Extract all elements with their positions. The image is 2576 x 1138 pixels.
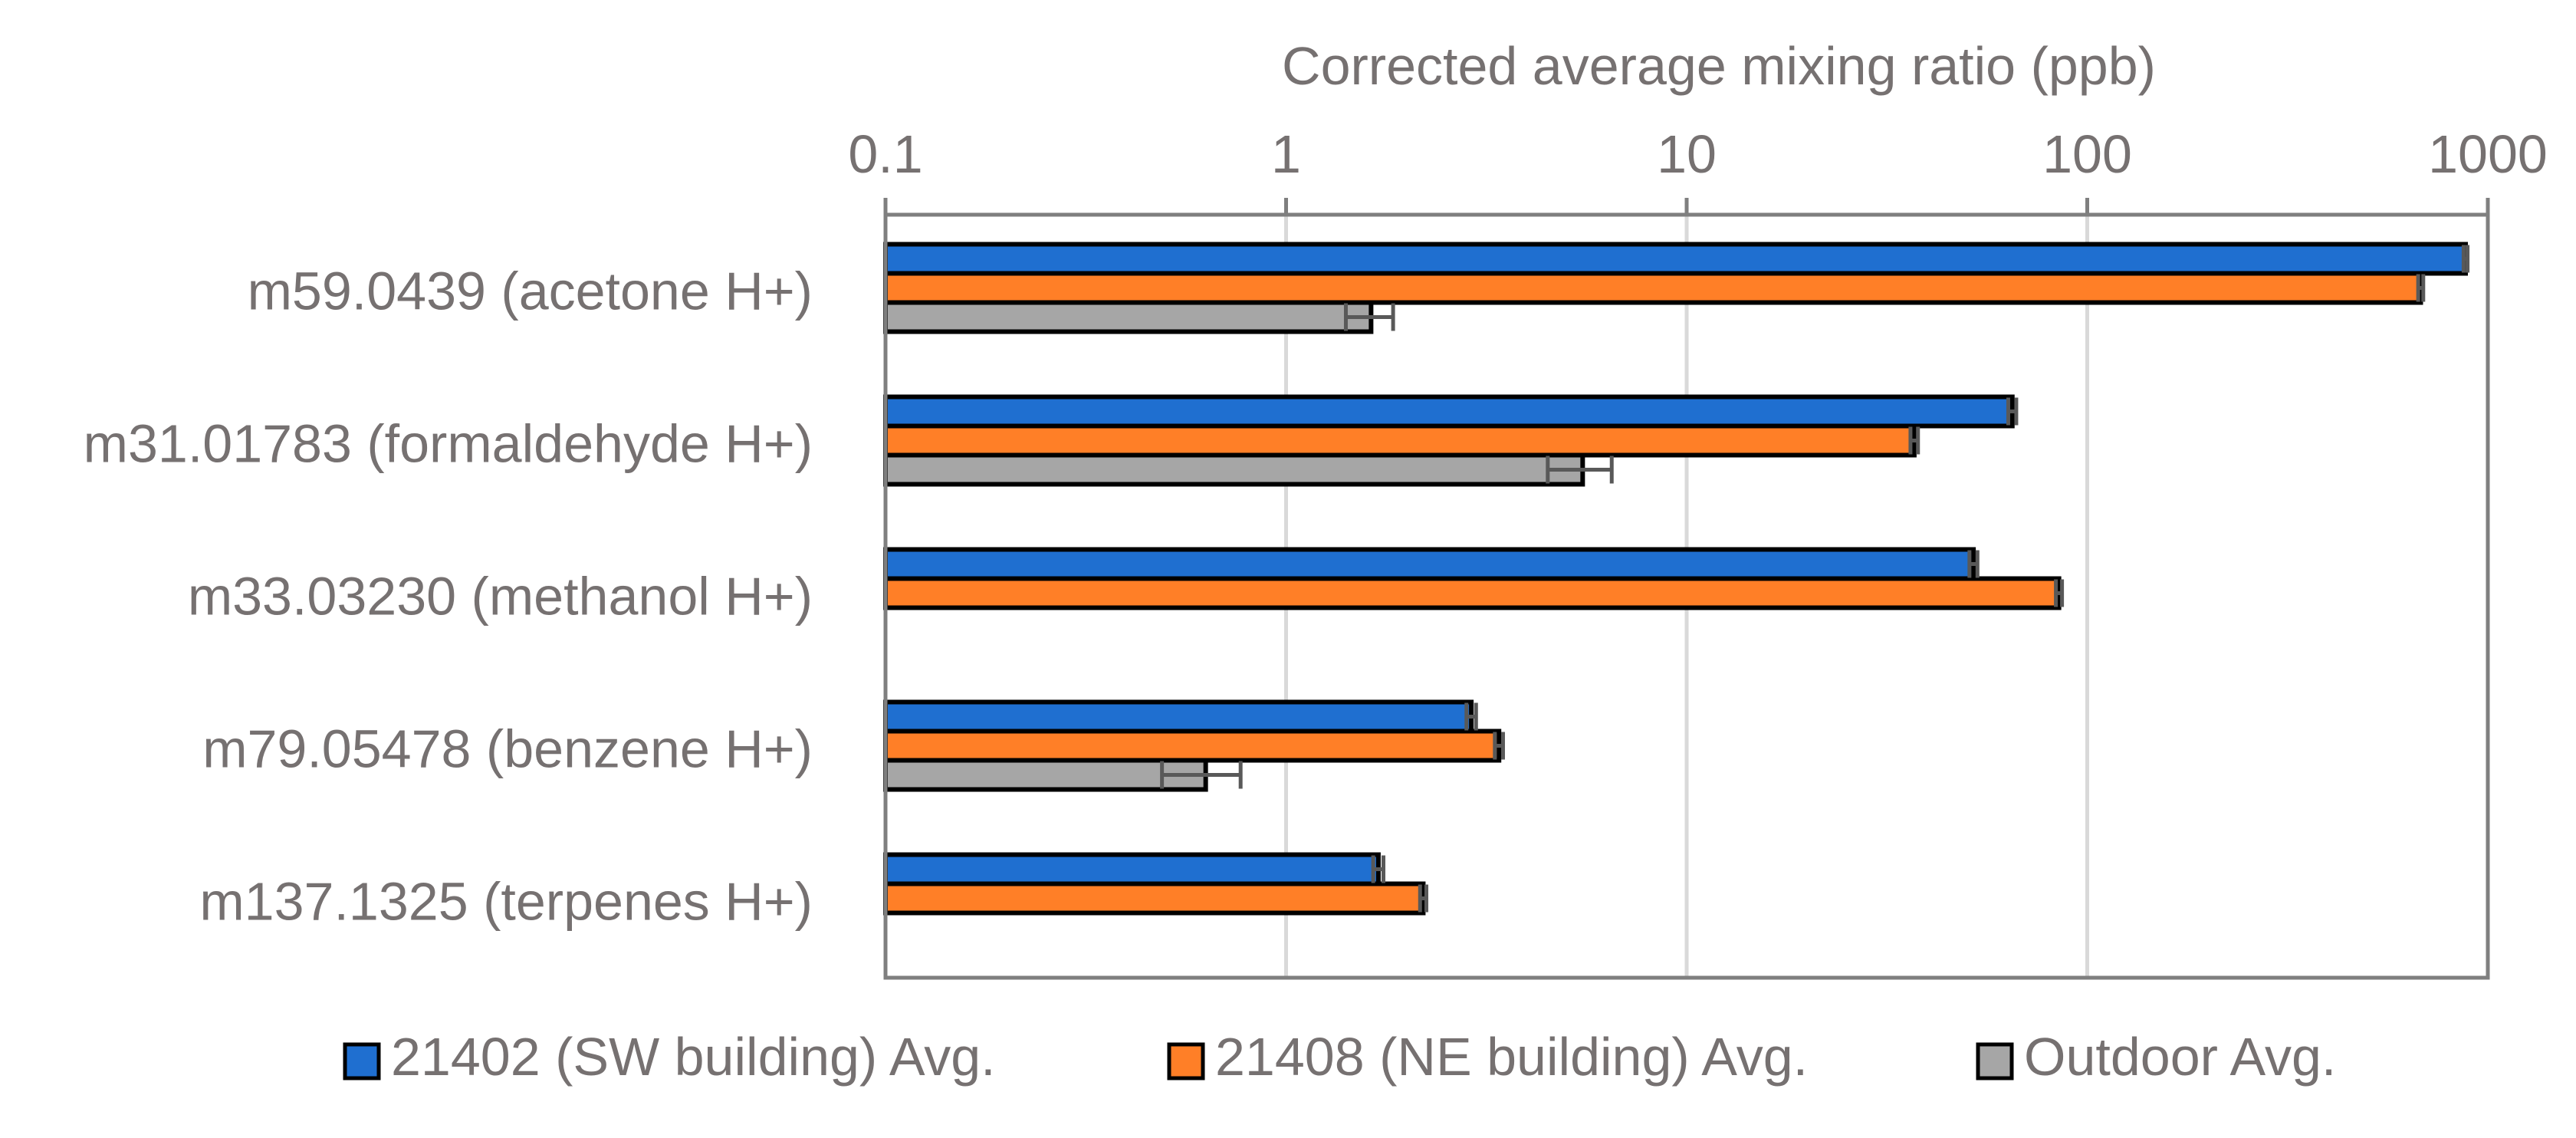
x-axis-title: Corrected average mixing ratio (ppb) <box>1282 36 2156 96</box>
x-tick-label: 1 <box>1271 124 1301 184</box>
error-bars <box>1160 245 2470 913</box>
x-tick-labels: 0.1 1 10 100 1000 <box>848 124 2548 184</box>
category-label: m137.1325 (terpenes H+) <box>199 872 813 932</box>
bar <box>883 547 1976 581</box>
legend-label: 21408 (NE building) Avg. <box>1215 1027 1808 1087</box>
bar <box>883 242 2468 276</box>
category-labels: m59.0439 (acetone H+) m31.01783 (formalde… <box>84 261 813 932</box>
legend-swatch <box>343 1042 381 1080</box>
x-tick-label: 1000 <box>2428 124 2548 184</box>
category-label: m31.01783 (formaldehyde H+) <box>84 414 813 474</box>
bar <box>883 300 1374 334</box>
x-tick-label: 100 <box>2042 124 2132 184</box>
bar <box>883 576 2062 610</box>
category-label: m79.05478 (benzene H+) <box>202 719 813 779</box>
plot-border <box>883 212 2490 980</box>
bar <box>883 852 1381 886</box>
legend-swatch <box>1976 1042 2014 1080</box>
plot-frame <box>883 212 2490 980</box>
bar <box>883 423 1917 458</box>
legend-swatch <box>1167 1042 1205 1080</box>
bar <box>883 452 1585 487</box>
legend: 21402 (SW building) Avg. 21408 (NE buildi… <box>343 1027 2336 1087</box>
bar <box>883 729 1502 763</box>
bar <box>883 699 1474 734</box>
legend-label: Outdoor Avg. <box>2024 1027 2336 1087</box>
x-tick-label: 0.1 <box>848 124 922 184</box>
bar <box>883 271 2423 305</box>
category-label: m59.0439 (acetone H+) <box>248 261 813 321</box>
bar <box>883 881 1426 916</box>
category-label: m33.03230 (methanol H+) <box>188 567 813 627</box>
x-tick-label: 10 <box>1657 124 1717 184</box>
legend-label: 21402 (SW building) Avg. <box>391 1027 996 1087</box>
bar <box>883 758 1208 792</box>
bar <box>883 394 2015 429</box>
